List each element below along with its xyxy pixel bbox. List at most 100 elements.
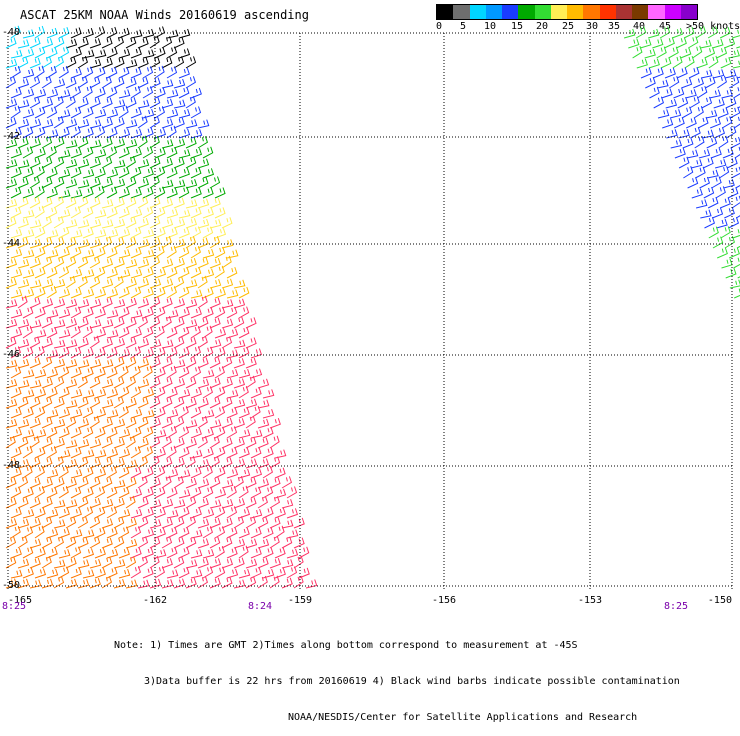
wind-barb [59,110,70,119]
wind-barb [710,90,721,98]
wind-barb [657,47,667,58]
wind-barb [203,428,213,438]
wind-barb [707,137,717,148]
wind-barb [131,427,141,438]
wind-barb [138,456,147,468]
wind-barb [6,399,17,408]
wind-barb [107,487,117,498]
wind-barb [78,119,89,128]
wind-barb [282,476,291,488]
wind-barb [42,137,52,149]
wind-barb [66,159,77,168]
wind-barb [227,569,238,578]
wind-barb [143,366,152,378]
wind-barb [720,198,730,208]
wind-barb [126,357,136,368]
wind-barb [179,447,189,458]
wind-barb [78,257,88,268]
wind-barb [179,367,189,378]
wind-barb [95,88,105,98]
wind-barb [6,337,16,348]
wind-barb [270,536,279,548]
wind-barb [71,508,81,518]
wind-barb [633,46,642,58]
wind-barb [126,97,136,108]
wind-barb [700,40,711,48]
wind-barb [686,118,696,129]
wind-barb [155,167,165,178]
wind-barb [6,319,17,328]
wind-barb [11,388,21,399]
wind-barb [191,508,201,518]
wind-barb [203,147,213,158]
wind-barb [736,39,740,48]
wind-barb [143,168,153,178]
latitude-label: -42 [2,131,20,142]
wind-barb [131,386,141,398]
wind-barb [71,487,81,498]
wind-barb [670,109,681,118]
wind-barb [102,379,113,388]
wind-barb [90,299,101,308]
wind-barb [83,249,94,258]
wind-barb [186,377,196,388]
wind-barb [239,429,250,438]
wind-barb [155,549,166,558]
wind-barb [210,177,220,189]
wind-barb [71,389,82,398]
wind-barb [726,98,736,109]
wind-barb [162,139,173,148]
wind-barb [174,299,184,309]
wind-barb [186,56,196,68]
wind-barb [167,67,177,79]
wind-barb [167,167,177,178]
wind-barb [287,567,297,579]
wind-barb [174,37,184,48]
wind-barb [18,397,28,408]
wind-barb [59,567,69,578]
wind-barb [11,329,21,339]
wind-barb [131,68,141,78]
wind-barb [71,126,80,138]
wind-barb [90,439,101,448]
wind-barb [227,469,238,478]
wind-barb [119,429,130,438]
wind-barb [47,509,58,518]
wind-barb [30,258,40,268]
wind-barb [6,99,17,108]
wind-barb [54,56,63,68]
wind-barb [47,146,56,158]
latitude-label: -50 [2,580,20,591]
wind-barb [215,366,224,378]
wind-barb [102,58,112,68]
wind-barb [119,366,128,378]
wind-barb [155,268,165,278]
wind-barb [641,68,651,78]
wind-barb [198,336,207,348]
wind-barb [35,166,44,178]
wind-barb [198,539,208,549]
wind-barb [712,39,723,48]
wind-barb [66,197,76,208]
wind-barb [78,220,89,229]
wind-barb [47,286,56,298]
wind-barb [54,157,64,168]
wind-barb [138,178,148,188]
wind-barb [239,508,249,518]
wind-barb [131,30,142,38]
wind-barb [23,527,33,539]
wind-barb [234,418,244,428]
wind-barb [71,68,81,78]
wind-barb [131,188,141,198]
wind-barb [23,307,33,318]
wind-barb [155,347,165,358]
axis-labels: -40-42-44-46-48-50-165-162-159-156-153-1… [2,27,732,612]
wind-barb [47,569,58,578]
wind-barb [138,517,148,528]
wind-barb [107,169,118,178]
wind-barb [59,289,69,298]
wind-barb [215,387,225,398]
wind-barb [143,207,153,218]
wind-barb [131,227,141,238]
wind-barb [102,499,113,508]
